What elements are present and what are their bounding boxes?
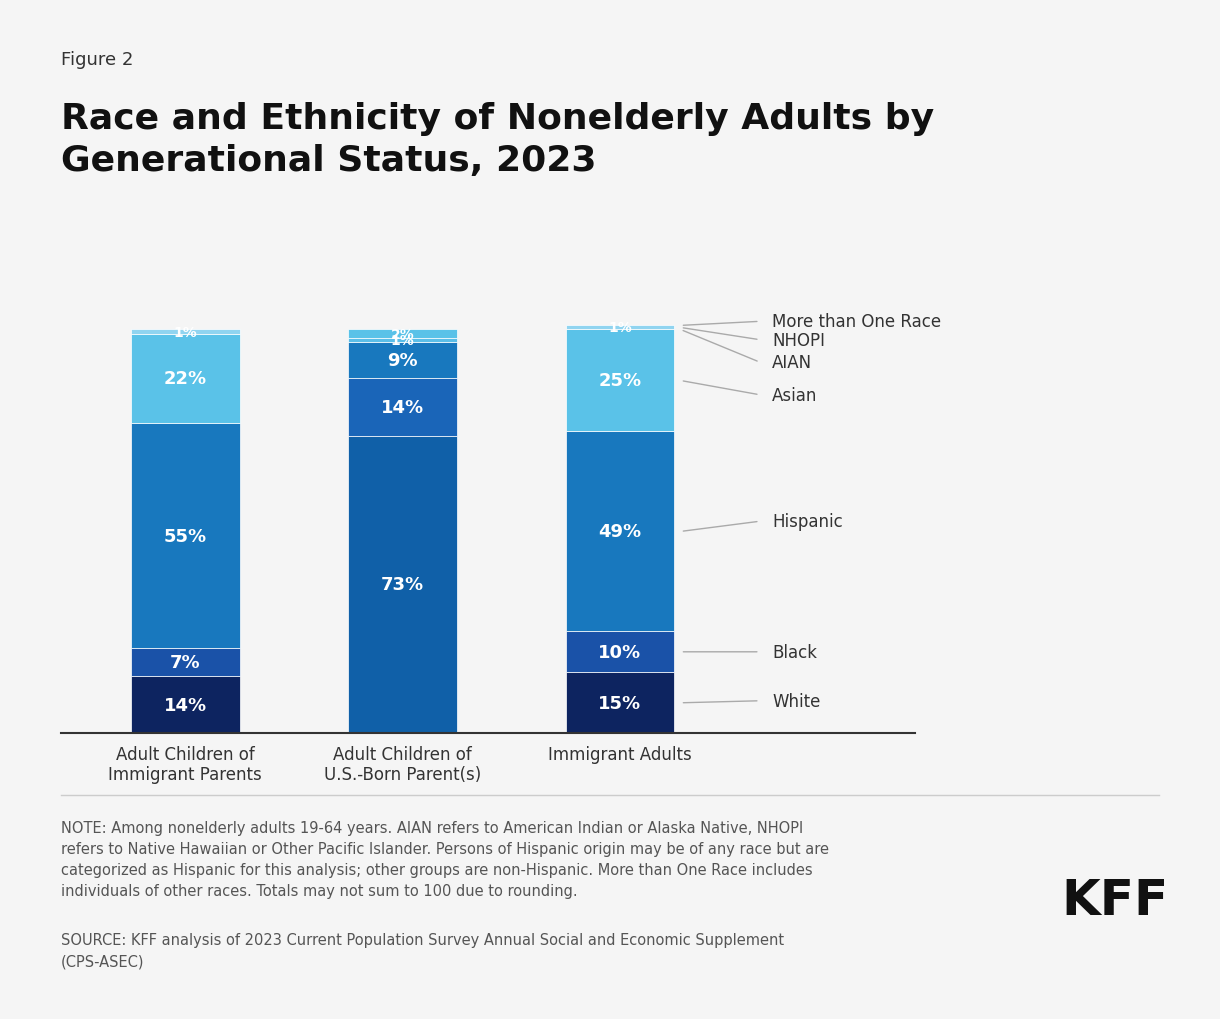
Bar <box>131 330 239 334</box>
Bar <box>566 673 675 734</box>
Text: 1%: 1% <box>608 321 632 335</box>
Bar <box>566 632 675 673</box>
Text: 2%: 2% <box>390 327 415 341</box>
Text: 15%: 15% <box>599 694 642 712</box>
Text: KFF: KFF <box>1061 876 1169 924</box>
Text: 55%: 55% <box>163 527 206 545</box>
Text: 1%: 1% <box>173 325 198 339</box>
Text: More than One Race: More than One Race <box>772 313 942 331</box>
Text: Black: Black <box>772 643 817 661</box>
Bar <box>131 677 239 734</box>
Bar <box>348 338 458 342</box>
Text: 7%: 7% <box>170 653 200 672</box>
Bar <box>348 379 458 436</box>
Bar <box>131 424 239 648</box>
Text: White: White <box>772 692 821 710</box>
Text: 49%: 49% <box>599 523 642 541</box>
Text: AIAN: AIAN <box>772 354 813 372</box>
Text: Hispanic: Hispanic <box>772 513 843 531</box>
Bar <box>348 436 458 734</box>
Text: 25%: 25% <box>599 372 642 390</box>
Text: Asian: Asian <box>772 386 817 405</box>
Bar <box>348 342 458 379</box>
Text: 1%: 1% <box>390 333 415 347</box>
Text: NOTE: Among nonelderly adults 19-64 years. AIAN refers to American Indian or Ala: NOTE: Among nonelderly adults 19-64 year… <box>61 820 830 898</box>
Text: 14%: 14% <box>163 696 206 714</box>
Text: 73%: 73% <box>381 576 425 594</box>
Bar <box>566 432 675 632</box>
Bar <box>566 330 675 432</box>
Text: 14%: 14% <box>381 398 425 417</box>
Text: Figure 2: Figure 2 <box>61 51 133 69</box>
Text: 9%: 9% <box>387 352 418 370</box>
Bar <box>131 648 239 677</box>
Bar <box>131 334 239 424</box>
Text: 22%: 22% <box>163 370 206 388</box>
Text: Race and Ethnicity of Nonelderly Adults by
Generational Status, 2023: Race and Ethnicity of Nonelderly Adults … <box>61 102 935 178</box>
Text: 10%: 10% <box>599 643 642 661</box>
Bar <box>348 330 458 338</box>
Bar <box>566 326 675 330</box>
Text: NHOPI: NHOPI <box>772 331 825 350</box>
Text: SOURCE: KFF analysis of 2023 Current Population Survey Annual Social and Economi: SOURCE: KFF analysis of 2023 Current Pop… <box>61 932 784 968</box>
